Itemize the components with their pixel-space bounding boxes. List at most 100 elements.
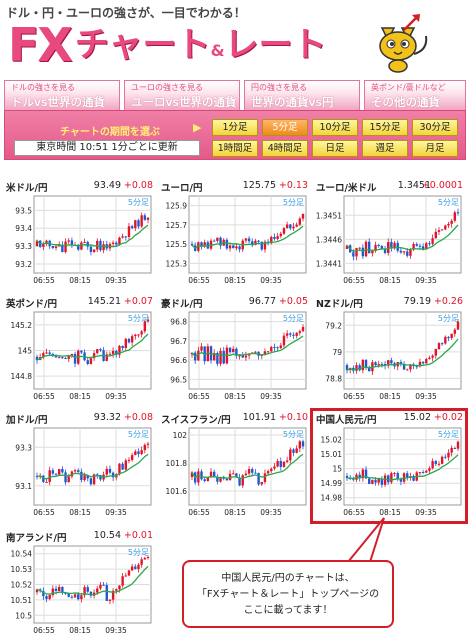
- candle-body: [235, 246, 238, 249]
- candlestick-chart[interactable]: 145.2 145 144.8 06:55 08:15 09:35 5分足: [4, 309, 154, 404]
- rate-panel-header: 中国人民元/円 15.02 +0.02: [314, 412, 464, 426]
- tab-other-currencies[interactable]: 英ポンド/豪ドルなど その他の通貨: [364, 80, 466, 110]
- candle-body: [108, 468, 112, 473]
- candle-body: [146, 319, 150, 322]
- interval-label: 5分足: [283, 198, 304, 207]
- candle-body: [61, 469, 64, 473]
- site-logo[interactable]: FX チャート&レート: [8, 20, 327, 70]
- candle-body: [276, 236, 279, 239]
- period-button-1[interactable]: 1分足: [212, 119, 258, 136]
- candle-body: [67, 593, 70, 597]
- candle-body: [263, 351, 267, 355]
- candle-body: [45, 481, 48, 483]
- period-button-8[interactable]: 日足: [312, 140, 358, 157]
- candle-body: [143, 215, 147, 220]
- candle-body: [86, 587, 89, 592]
- candle-body: [96, 474, 99, 476]
- rate-panel[interactable]: 南アランド/円 10.54 +0.01 10.54 10.53 10.52 10.51 10.…: [4, 530, 154, 638]
- rate-panel[interactable]: ユーロ/円 125.75 +0.13 125.9 125.7 125.5 125.3 06:5…: [159, 180, 309, 288]
- rate-panel[interactable]: ユーロ/米ドル 1.3451 +0.0001 1.3451 1.3446 1.3441 06…: [314, 180, 464, 288]
- interval-label: 5分足: [283, 430, 304, 439]
- tab-other-label: その他の通貨: [371, 95, 440, 109]
- candlestick-chart[interactable]: 1.3451 1.3446 1.3441 06:55 08:15 09:35 5分足: [314, 193, 464, 288]
- moving-average-line: [36, 333, 149, 361]
- period-button-7[interactable]: 4時間足: [262, 140, 308, 157]
- candle-body: [80, 471, 83, 481]
- tab-usd-vs-world[interactable]: ドルの強さを見る ドルVS世界の通貨: [4, 80, 120, 110]
- candlestick-chart[interactable]: 93.3 93.1 06:55 08:15 09:35 5分足: [4, 425, 154, 520]
- candlestick-chart[interactable]: 79.2 79 78.8 06:55 08:15 09:35 5分足: [314, 309, 464, 404]
- period-button-10[interactable]: 月足: [412, 140, 458, 157]
- callout-line-1: 中国人民元/円のチャートは、: [221, 573, 355, 584]
- candle-body: [225, 239, 229, 249]
- current-rate: 1.3451: [397, 180, 431, 191]
- candle-body: [134, 220, 137, 229]
- candle-body: [364, 359, 368, 368]
- period-button-2[interactable]: 5分足: [262, 119, 308, 136]
- period-button-6[interactable]: 1時間足: [212, 140, 258, 157]
- candle-body: [257, 472, 260, 485]
- candle-body: [399, 250, 403, 253]
- rate-panel[interactable]: NZドル/円 79.19 +0.26 79.2 79 78.8 06:55 08:15 09:3…: [314, 296, 464, 404]
- candle-body: [64, 472, 67, 483]
- period-button-9[interactable]: 週足: [362, 140, 408, 157]
- candle-body: [200, 346, 203, 351]
- candlestick-chart[interactable]: 102 101.8 101.6 06:55 08:15 09:35 5分足: [159, 425, 309, 520]
- candle-body: [134, 451, 137, 456]
- candle-body: [425, 359, 428, 364]
- candle-body: [45, 240, 48, 245]
- callout-box: 中国人民元/円のチャートは、 「FXチャート＆レート」トップページの ここに載っ…: [182, 560, 394, 628]
- candle-body: [431, 355, 434, 358]
- y-tick-label: 144.8: [11, 372, 33, 381]
- moving-average-line: [36, 224, 149, 248]
- tab-eur-vs-world[interactable]: ユーロの強さを見る ユーロVS世界の通貨: [124, 80, 240, 110]
- candle-body: [393, 473, 396, 475]
- period-button-4[interactable]: 15分足: [362, 119, 408, 136]
- current-rate: 79.19: [403, 296, 431, 307]
- candle-body: [431, 238, 434, 244]
- candle-body: [260, 241, 263, 250]
- candle-body: [58, 357, 61, 359]
- candle-body: [406, 251, 409, 256]
- candle-body: [213, 240, 216, 242]
- candlestick-chart[interactable]: 10.54 10.53 10.52 10.51 10.5 06:55 08:15 09:35 5…: [4, 543, 154, 638]
- candle-body: [35, 240, 39, 247]
- period-button-5[interactable]: 30分足: [412, 119, 458, 136]
- candle-body: [228, 245, 232, 249]
- period-button-3[interactable]: 10分足: [312, 119, 358, 136]
- rate-panel[interactable]: 英ポンド/円 145.21 +0.07 145.2 145 144.8 06:55 08:15…: [4, 296, 154, 404]
- y-tick-label: 10.52: [11, 581, 33, 590]
- tab-jpy-sub: 円の強さを見る: [251, 83, 307, 92]
- candle-body: [292, 334, 295, 336]
- candle-body: [440, 343, 444, 345]
- rate-panel[interactable]: 中国人民元/円 15.02 +0.02 15.02 15.01 15 14.99 14.98 0…: [310, 408, 468, 524]
- rate-panel[interactable]: スイスフラン/円 101.91 +0.10 102 101.8 101.6 06:55 08:…: [159, 412, 309, 520]
- candle-body: [54, 246, 58, 248]
- candle-body: [54, 473, 58, 475]
- candle-body: [251, 241, 254, 245]
- candle-body: [447, 223, 450, 226]
- candlestick-chart[interactable]: 125.9 125.7 125.5 125.3 06:55 08:15 09:35 5分足: [159, 193, 309, 288]
- candle-body: [115, 589, 118, 591]
- tab-world-vs-jpy[interactable]: 円の強さを見る 世界の通貨VS円: [244, 80, 360, 110]
- candlestick-chart[interactable]: 93.5 93.4 93.3 93.2 06:55 08:15 09:35 5分足: [4, 193, 154, 288]
- candle-body: [270, 236, 273, 244]
- candle-body: [99, 240, 102, 251]
- candle-body: [276, 347, 279, 349]
- candle-body: [345, 365, 349, 371]
- logo-amp-text: &: [210, 41, 225, 60]
- rate-panel[interactable]: 加ドル/円 93.32 +0.08 93.3 93.1 06:55 08:15 09:35 5分…: [4, 412, 154, 520]
- candle-body: [213, 471, 216, 478]
- y-tick-label: 145.2: [11, 321, 33, 330]
- candlestick-chart[interactable]: 15.02 15.01 15 14.99 14.98 06:55 08:15 09:35 5分足: [314, 425, 464, 520]
- candle-body: [374, 244, 377, 251]
- candle-body: [418, 472, 422, 474]
- candle-body: [61, 586, 64, 593]
- candle-body: [383, 249, 387, 253]
- plot-area: [188, 427, 307, 506]
- rate-panel[interactable]: 豪ドル/円 96.77 +0.05 96.8 96.7 96.6 96.5 06:55 08:1…: [159, 296, 309, 404]
- candlestick-chart[interactable]: 96.8 96.7 96.6 96.5 06:55 08:15 09:35 5分足: [159, 309, 309, 404]
- current-rate: 101.91: [242, 412, 276, 423]
- rate-panel[interactable]: 米ドル/円 93.49 +0.08 93.5 93.4 93.3 93.2 06:55 08:1…: [4, 180, 154, 288]
- plot-area: [188, 311, 307, 390]
